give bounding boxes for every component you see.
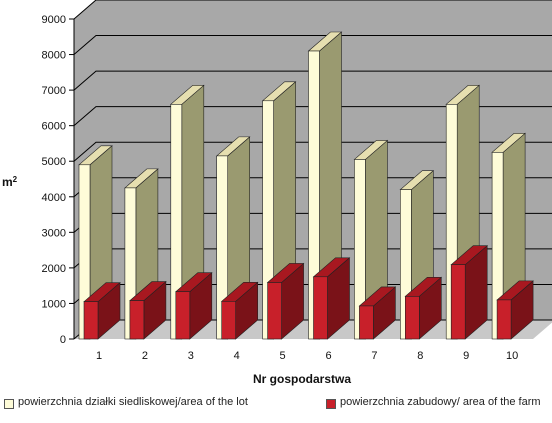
y-axis-label: m2	[2, 175, 18, 190]
bar-farm-front	[404, 296, 420, 340]
bar-farm	[450, 245, 489, 340]
legend-label-farm: powierzchnia zabudowy/ area of the farm	[340, 396, 541, 408]
bar-farm-front	[450, 264, 466, 340]
bar-farm	[312, 257, 351, 340]
gridline	[73, 141, 552, 162]
x-tick-label: 5	[280, 350, 286, 362]
legend-item-lot: powierzchnia działki siedliskowej/area o…	[4, 396, 304, 423]
y-tick-label: 4000	[42, 192, 66, 204]
bar-farm-front	[129, 300, 145, 340]
bar-farm	[174, 272, 213, 340]
bar-farm-front	[267, 282, 282, 340]
legend-swatch-lot	[4, 399, 14, 409]
y-tick-label: 3000	[42, 227, 66, 239]
x-tick-label: 3	[188, 350, 194, 362]
gridline	[73, 0, 552, 20]
y-tick-label: 2000	[42, 263, 66, 275]
y-tick-label: 6000	[42, 121, 66, 133]
x-tick-label: 6	[325, 350, 331, 362]
y-tick-label: 8000	[42, 50, 66, 62]
legend-item-farm: powierzchnia zabudowy/ area of the farm	[326, 396, 552, 423]
y-tick-label: 9000	[42, 14, 66, 26]
x-tick-label: 4	[234, 350, 240, 362]
bar-farm-front	[175, 291, 191, 340]
bar-farm	[83, 282, 121, 340]
bar-farm	[220, 281, 259, 340]
y-tick-label: 7000	[42, 85, 66, 97]
bar-farm	[496, 280, 534, 340]
x-tick-label: 8	[417, 350, 423, 362]
x-axis-label: Nr gospodarstwa	[253, 372, 351, 386]
bar-farm	[266, 262, 305, 340]
gridline	[73, 106, 552, 127]
legend-swatch-farm	[326, 399, 336, 409]
legend-label-lot: powierzchnia działki siedliskowej/area o…	[18, 396, 248, 408]
bar-farm-front	[496, 299, 512, 340]
gridline	[73, 35, 552, 55]
bar-farm	[358, 286, 397, 340]
x-tick-label: 9	[463, 350, 469, 362]
bar-farm-front	[221, 301, 236, 340]
bar-farm	[129, 280, 167, 340]
x-axis: 1 2 3 4 5 6 7 8 9 10	[96, 350, 518, 362]
bar-farm-front	[313, 276, 328, 340]
bar-farm	[404, 276, 443, 340]
bar-farm-front	[359, 305, 374, 340]
x-tick-label: 7	[371, 350, 377, 362]
bars	[78, 31, 534, 340]
y-tick-label: 5000	[42, 156, 66, 168]
bar-farm-front	[83, 301, 99, 340]
x-tick-label: 10	[506, 350, 518, 362]
y-tick-label: 0	[60, 334, 66, 346]
x-tick-label: 1	[96, 350, 102, 362]
x-tick-label: 2	[142, 350, 148, 362]
gridline	[73, 70, 552, 91]
y-tick-label: 1000	[42, 298, 66, 310]
